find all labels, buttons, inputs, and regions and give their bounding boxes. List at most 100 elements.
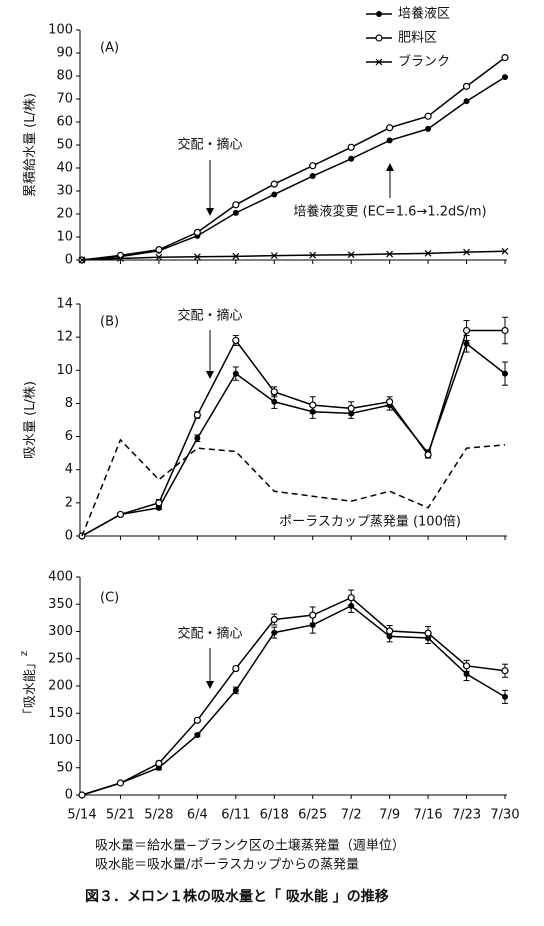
- marker: [501, 326, 509, 335]
- y-tick-label: 300: [48, 624, 73, 639]
- y-tick-label: 10: [56, 230, 73, 245]
- marker: [386, 137, 393, 144]
- legend-marker: [375, 58, 383, 66]
- marker: [424, 629, 432, 637]
- series-line: [81, 250, 506, 261]
- marker: [502, 74, 508, 81]
- y-axis-label: 吸水量 (L/株): [23, 381, 38, 459]
- marker: [232, 664, 240, 673]
- marker: [270, 180, 278, 188]
- note: 吸水能＝吸水量/ポーラスカップからの蒸発量: [95, 858, 359, 873]
- x-tick-label: 7/9: [379, 808, 400, 823]
- x-tick-label: 6/4: [187, 808, 208, 823]
- marker: [116, 510, 125, 519]
- marker: [309, 401, 317, 409]
- y-tick-label: 6: [65, 429, 73, 444]
- marker: [232, 201, 240, 209]
- marker: [348, 602, 355, 609]
- annotation: ポーラスカップ蒸発量 (100倍): [279, 515, 461, 530]
- x-tick-label: 7/23: [452, 808, 481, 823]
- series-line: [81, 438, 506, 537]
- series-line: [81, 596, 506, 796]
- marker: [117, 254, 124, 262]
- marker: [271, 191, 278, 198]
- y-axis-label-text: 「吸水能」: [23, 656, 38, 721]
- marker: [462, 662, 471, 670]
- marker: [309, 611, 317, 619]
- y-tick-label: 0: [65, 529, 73, 544]
- y-axis-label: 「吸水能」z: [19, 651, 38, 721]
- marker: [425, 125, 432, 132]
- marker: [271, 398, 278, 405]
- y-axis-label-text: 累積給水量 (L/株): [23, 93, 38, 197]
- marker-stroke: [386, 250, 394, 258]
- y-tick-label: 0: [65, 788, 73, 803]
- y-tick-label: 150: [48, 706, 73, 721]
- y-tick-label: 12: [56, 330, 73, 345]
- y-tick-label: 70: [56, 92, 73, 107]
- y-tick-label: 10: [56, 363, 73, 378]
- marker: [501, 667, 509, 675]
- marker: [78, 791, 86, 799]
- x-tick-label: 5/28: [144, 808, 173, 823]
- y-tick-label: 0: [65, 253, 73, 268]
- marker-stroke: [155, 253, 163, 261]
- marker: [462, 326, 471, 335]
- marker-stroke: [78, 256, 86, 264]
- y-tick-label: 100: [48, 23, 73, 38]
- annotation: 交配・摘心: [177, 137, 242, 153]
- marker: [155, 253, 163, 261]
- legend-label: 肥料区: [398, 31, 437, 46]
- marker: [270, 388, 278, 396]
- y-tick-label: 350: [48, 597, 73, 612]
- marker: [347, 251, 355, 259]
- x-tick-label: 5/21: [106, 808, 135, 823]
- marker: [347, 143, 355, 151]
- marker: [232, 687, 239, 694]
- series-line: [81, 56, 506, 261]
- marker: [463, 671, 470, 678]
- marker: [193, 228, 201, 236]
- y-axis-label-sup: z: [19, 651, 30, 656]
- marker: [386, 398, 394, 406]
- annotation: 交配・摘心: [177, 626, 242, 642]
- marker: [502, 693, 508, 700]
- marker: [232, 370, 239, 377]
- y-tick-label: 4: [65, 462, 73, 477]
- y-tick-label: 60: [56, 115, 73, 130]
- marker: [193, 716, 201, 724]
- marker: [193, 411, 201, 419]
- series-line: [81, 605, 506, 796]
- x-tick-label: 6/11: [221, 808, 250, 823]
- marker: [424, 112, 432, 120]
- y-tick-label: 80: [56, 69, 73, 84]
- marker: [424, 249, 432, 257]
- marker: [309, 162, 317, 170]
- marker: [194, 732, 201, 739]
- annotation: 交配・摘心: [177, 308, 242, 324]
- marker: [463, 340, 470, 347]
- marker: [232, 209, 239, 216]
- marker: [386, 124, 394, 132]
- panel-label: (B): [100, 315, 119, 330]
- legend-marker: [376, 11, 382, 17]
- x-tick-label: 7/2: [341, 808, 362, 823]
- annotation: 培養液変更 (EC=1.6→1.2dS/m): [293, 204, 486, 220]
- legend-label: ブランク: [398, 54, 450, 70]
- marker: [155, 759, 163, 767]
- y-tick-label: 2: [65, 495, 73, 510]
- legend-marker: [375, 34, 383, 42]
- y-tick-label: 250: [48, 651, 73, 666]
- y-tick-label: 200: [48, 679, 73, 694]
- y-axis-label-text: 吸水量 (L/株): [23, 381, 38, 459]
- marker: [116, 251, 125, 259]
- marker: [270, 615, 278, 624]
- marker: [78, 256, 86, 264]
- marker: [463, 248, 470, 256]
- y-tick-label: 20: [56, 207, 73, 222]
- marker: [193, 253, 201, 261]
- series-line: [81, 76, 506, 261]
- marker: [232, 252, 240, 260]
- x-tick-label: 5/14: [67, 808, 96, 823]
- marker-stroke: [463, 248, 470, 256]
